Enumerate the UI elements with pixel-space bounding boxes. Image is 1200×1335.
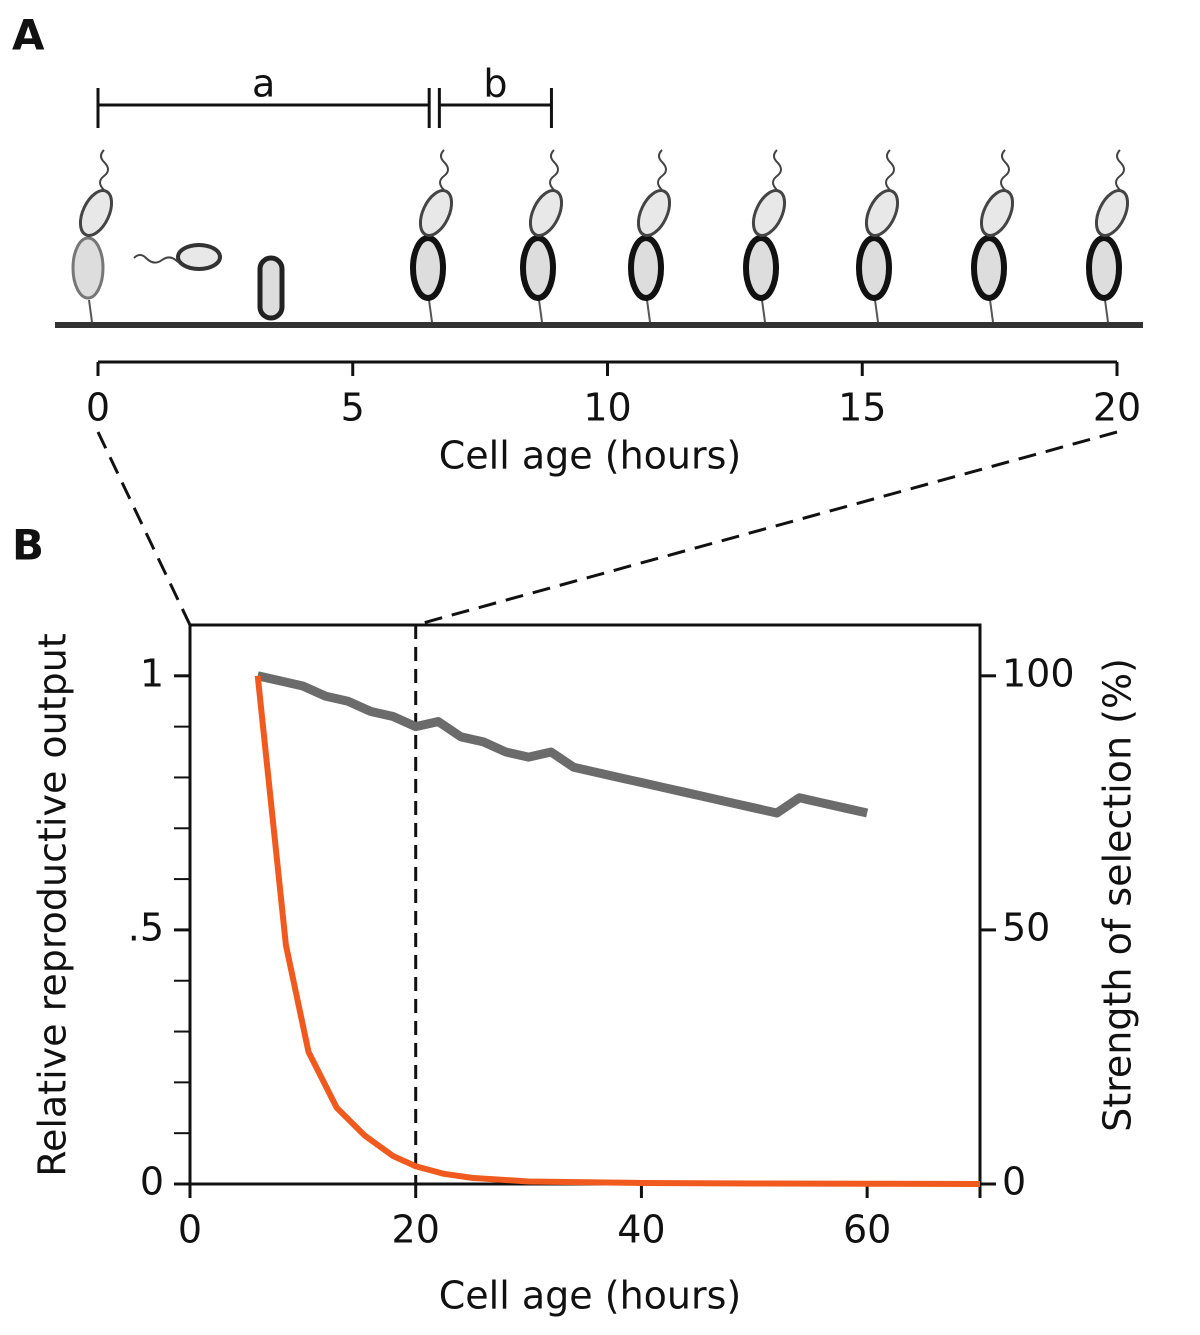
x-tick-label: 20 <box>392 1208 440 1252</box>
y2-tick-label: 100 <box>1002 651 1075 695</box>
flagellum <box>1115 149 1125 191</box>
stalk <box>428 299 433 323</box>
flagellum <box>772 149 782 191</box>
swarmer-cell <box>176 243 222 271</box>
stalk <box>88 299 93 323</box>
swarmer-cell <box>78 189 114 237</box>
stalked-cell <box>971 235 1007 301</box>
stalked-cell <box>1086 235 1122 301</box>
x-tick-label: 20 <box>1093 386 1141 430</box>
x-tick-label: 60 <box>843 1208 891 1252</box>
y-tick-label: 1 <box>140 651 164 695</box>
stalk <box>989 299 994 323</box>
y-tick-label: 0 <box>140 1160 164 1204</box>
x-tick-label: 15 <box>838 386 886 430</box>
bracket-label: b <box>483 62 507 106</box>
stalked-cell <box>743 235 779 301</box>
flagellum <box>1000 149 1010 191</box>
swarmer-cell <box>979 189 1015 237</box>
stalked-cell <box>628 235 664 301</box>
cells <box>71 149 1130 323</box>
stalk <box>646 299 651 323</box>
swarmer-cell <box>751 189 787 237</box>
swarmer-cell <box>418 189 454 237</box>
zoom-connector <box>96 431 192 626</box>
plot-frame <box>188 623 982 1186</box>
flagellum <box>657 149 667 191</box>
x-axis-label: Cell age (hours) <box>439 434 741 478</box>
flagellum <box>439 149 449 191</box>
flagellum <box>99 149 109 191</box>
y2-tick-label: 0 <box>1002 1160 1026 1204</box>
stalk <box>761 299 766 323</box>
swarmer-cell <box>636 189 672 237</box>
stalk <box>538 299 543 323</box>
swarmer-cell <box>528 189 564 237</box>
y2-axis-label: Strength of selection (%) <box>1096 658 1140 1132</box>
x-tick-label: 40 <box>617 1208 665 1252</box>
stalk <box>1104 299 1109 323</box>
stalked-cell <box>410 235 446 301</box>
swarmer-cell <box>1094 189 1130 237</box>
stalked-cell <box>520 235 556 301</box>
x-tick-label: 0 <box>178 1208 202 1252</box>
stalked-cell <box>856 235 892 301</box>
y-axis-label: Relative reproductive output <box>31 633 75 1177</box>
panel-label: A <box>12 11 45 60</box>
zoom-connector <box>415 430 1118 627</box>
x-tick-label: 5 <box>341 386 365 430</box>
x-tick-label: 0 <box>86 386 110 430</box>
flagellum <box>133 254 179 264</box>
stalked-cell <box>257 255 285 321</box>
stalk <box>874 299 879 323</box>
y2-tick-label: 50 <box>1002 905 1050 949</box>
swarmer-cell <box>864 189 900 237</box>
flagellum <box>549 149 559 191</box>
flagellum <box>885 149 895 191</box>
series-line <box>256 671 869 818</box>
x-tick-label: 10 <box>583 386 631 430</box>
x-axis-label: Cell age (hours) <box>439 1274 741 1318</box>
bracket-label: a <box>252 62 275 106</box>
panel-label: B <box>12 521 44 570</box>
stalked-cell <box>71 236 105 300</box>
y-tick-label: .5 <box>128 905 164 949</box>
series-line <box>254 675 981 1187</box>
